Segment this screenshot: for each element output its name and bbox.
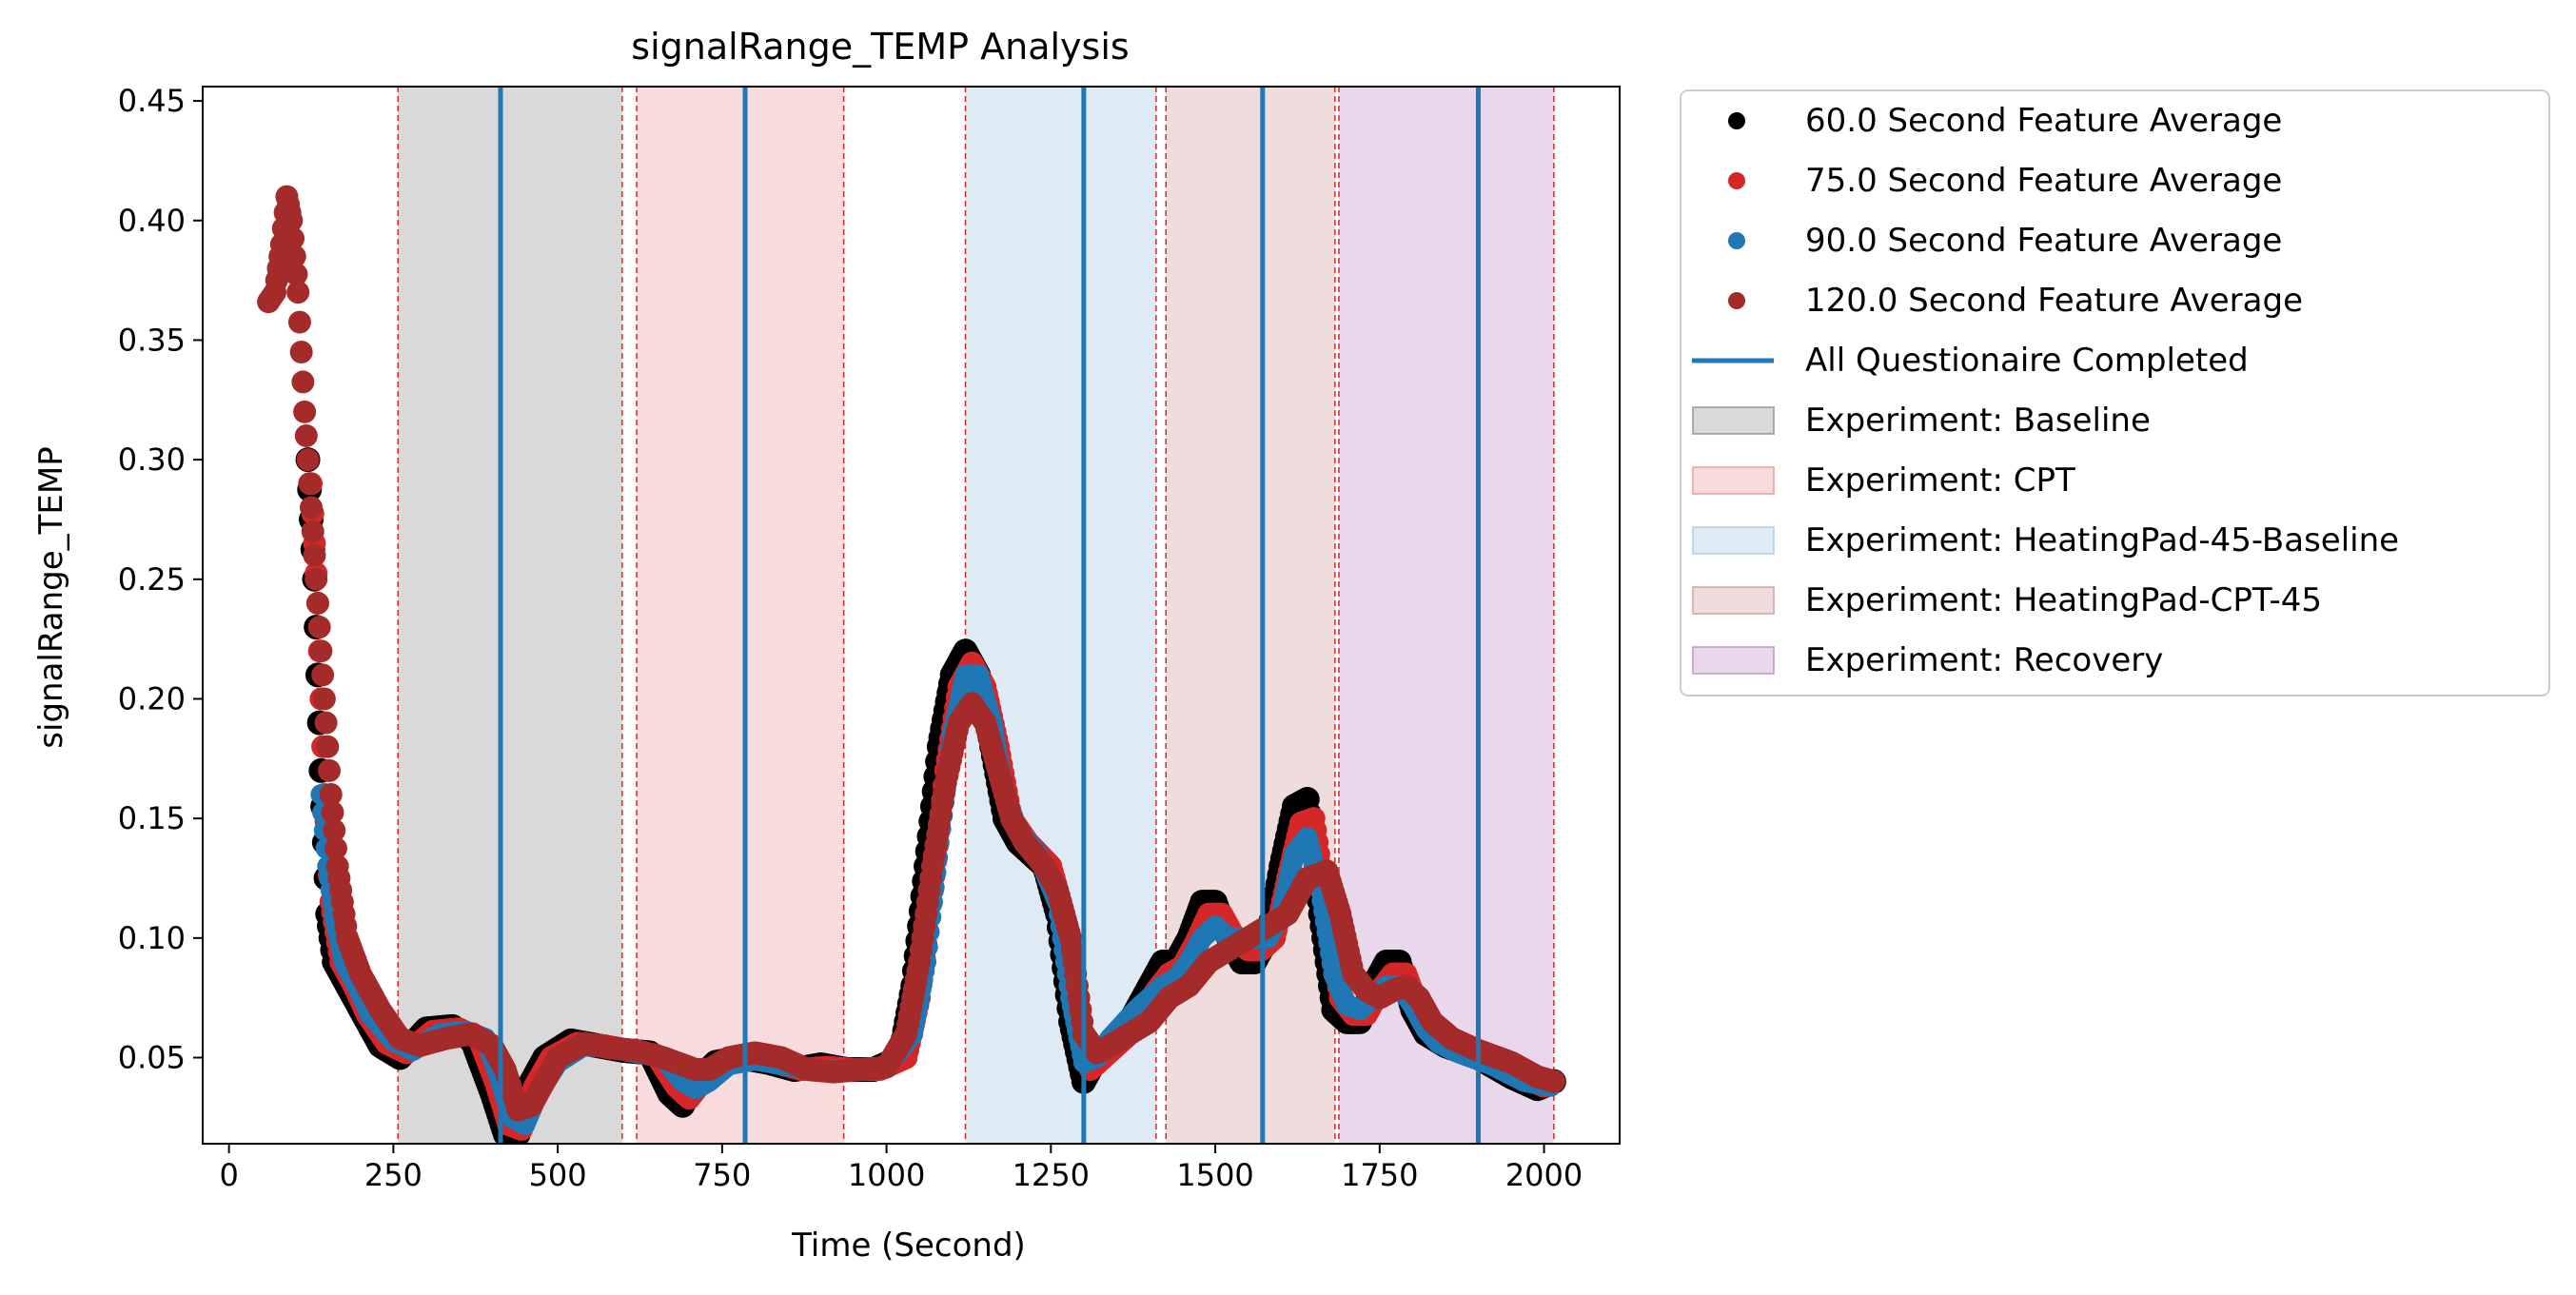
legend-label: 90.0 Second Feature Average <box>1805 222 2282 260</box>
data-point <box>1542 1069 1565 1093</box>
data-point <box>291 370 315 394</box>
legend-label: 75.0 Second Feature Average <box>1805 162 2282 200</box>
legend-patch <box>1692 646 1775 675</box>
y-tick-label: 0.40 <box>118 203 186 239</box>
x-tick-label: 2000 <box>1505 1157 1583 1193</box>
data-point <box>316 735 340 758</box>
data-point <box>298 472 322 496</box>
data-point <box>301 520 324 543</box>
legend-frame <box>1680 89 2550 697</box>
data-point <box>309 639 333 663</box>
legend-marker <box>1728 112 1745 129</box>
plot-content <box>257 87 1566 1144</box>
data-point <box>323 818 346 842</box>
legend-patch <box>1692 586 1775 615</box>
data-point <box>311 663 335 687</box>
x-tick-label: 1500 <box>1176 1157 1253 1193</box>
x-tick-label: 1750 <box>1341 1157 1418 1193</box>
legend-patch <box>1692 526 1775 555</box>
legend-label: Experiment: CPT <box>1805 461 2075 500</box>
y-tick-label: 0.05 <box>118 1040 186 1076</box>
data-point <box>318 758 342 782</box>
data-point <box>282 226 305 250</box>
legend-label: 120.0 Second Feature Average <box>1805 282 2303 320</box>
data-point <box>312 687 336 711</box>
data-point <box>303 543 326 567</box>
data-point <box>307 616 331 639</box>
data-point <box>300 496 324 520</box>
x-tick-label: 0 <box>219 1157 238 1193</box>
legend: 60.0 Second Feature Average 75.0 Second F… <box>1680 89 2550 697</box>
legend-label: All Questionaire Completed <box>1805 342 2249 380</box>
axes-frame <box>202 86 1621 1145</box>
y-tick-label: 0.20 <box>118 680 186 716</box>
experiment-span <box>637 87 844 1144</box>
data-point <box>287 310 311 334</box>
data-point <box>296 448 320 472</box>
data-point <box>321 800 344 824</box>
legend-label: Experiment: Recovery <box>1805 641 2163 679</box>
data-point <box>314 711 338 735</box>
y-axis-label: signalRange_TEMP <box>32 446 70 748</box>
y-tick-label: 0.10 <box>118 920 186 956</box>
legend-marker <box>1728 232 1745 249</box>
data-point <box>294 423 318 447</box>
legend-label: Experiment: HeatingPad-45-Baseline <box>1805 521 2399 559</box>
data-point <box>305 567 328 591</box>
data-point <box>289 341 313 364</box>
x-tick-label: 250 <box>364 1157 423 1193</box>
legend-marker <box>1728 172 1745 189</box>
data-point <box>293 400 317 423</box>
data-point <box>280 208 304 232</box>
legend-patch <box>1692 406 1775 435</box>
data-point <box>319 783 343 807</box>
data-point <box>283 245 306 268</box>
legend-label: 60.0 Second Feature Average <box>1805 102 2282 140</box>
series-4 <box>257 185 1565 1122</box>
x-axis-label: Time (Second) <box>791 1226 1026 1265</box>
legend-patch <box>1692 466 1775 495</box>
legend-label: Experiment: HeatingPad-CPT-45 <box>1805 581 2322 619</box>
chart-title: signalRange_TEMP Analysis <box>631 26 1129 68</box>
y-tick-label: 0.35 <box>118 322 186 358</box>
plot-area <box>257 87 1566 1144</box>
y-tick-label: 0.45 <box>118 83 186 119</box>
legend-marker <box>1728 292 1745 309</box>
y-tick-label: 0.25 <box>118 561 186 598</box>
x-tick-label: 750 <box>693 1157 751 1193</box>
y-axis-ticks: 0.05 0.10 0.15 0.20 0.25 0.30 0.35 0.40 0.45 <box>118 83 203 1076</box>
data-point <box>305 591 329 615</box>
data-point <box>285 263 308 286</box>
x-tick-label: 1250 <box>1013 1157 1090 1193</box>
legend-label: Experiment: Baseline <box>1805 402 2151 440</box>
y-tick-label: 0.15 <box>118 800 186 836</box>
experiment-span <box>398 87 622 1144</box>
data-point <box>324 836 347 860</box>
y-tick-label: 0.30 <box>118 441 186 478</box>
x-tick-label: 1000 <box>848 1157 925 1193</box>
x-tick-label: 500 <box>529 1157 587 1193</box>
data-point <box>286 281 310 304</box>
x-axis-ticks: 0 250 500 750 1000 1250 1500 1750 2000 <box>219 1144 1583 1193</box>
